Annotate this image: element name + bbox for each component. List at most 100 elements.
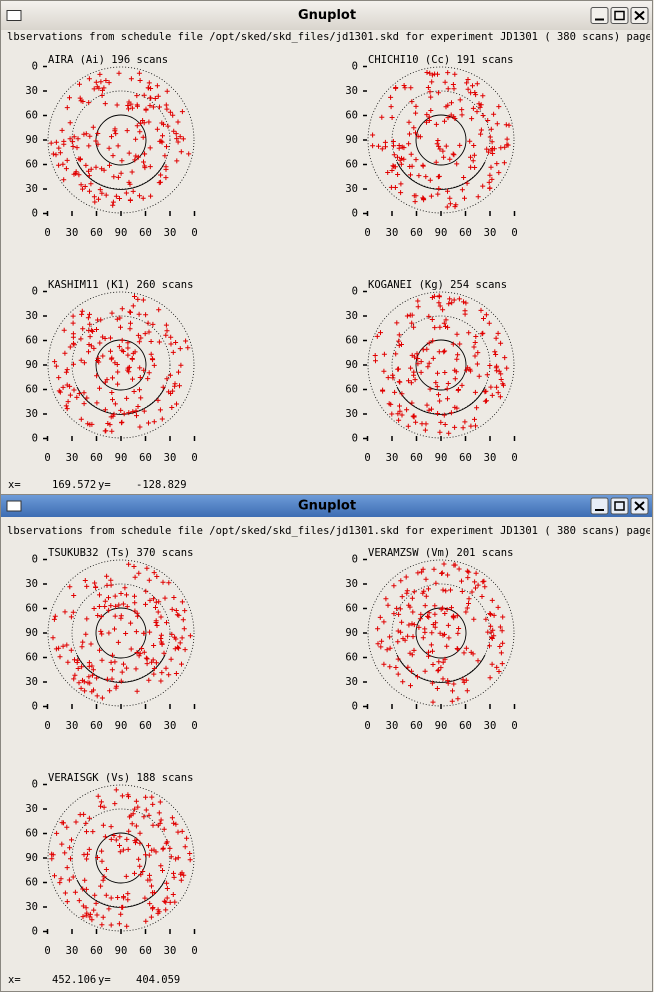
x-tick-label: 90 — [435, 227, 448, 239]
y-tick-label: 0 — [32, 779, 38, 791]
x-tick-label: 30 — [66, 720, 79, 732]
station-label: VERAMZSW (Vm) 201 scans — [368, 547, 513, 559]
x-tick-label: 60 — [139, 945, 152, 957]
y-tick-label: 0 — [32, 208, 38, 220]
x-tick-label: 0 — [191, 227, 197, 239]
x-tick-label: 60 — [139, 452, 152, 464]
x-tick-label: 0 — [44, 227, 50, 239]
elevation-arc — [396, 654, 486, 683]
elevation-ring — [71, 90, 171, 190]
y-tick-label: 0 — [32, 926, 38, 938]
y-tick-label: 60 — [25, 603, 38, 615]
x-tick-label: 90 — [115, 227, 128, 239]
x-tick-label: 30 — [164, 452, 177, 464]
y-tick-label: 30 — [345, 310, 358, 322]
x-tick-label: 60 — [410, 720, 423, 732]
x-tick-label: 90 — [115, 720, 128, 732]
elevation-ring — [391, 90, 491, 190]
y-tick-label: 30 — [345, 408, 358, 420]
y-tick-label: 0 — [352, 208, 358, 220]
x-tick-label: 0 — [511, 227, 517, 239]
observation-markers — [52, 294, 191, 434]
y-tick-label: 0 — [352, 554, 358, 566]
x-tick-label: 90 — [435, 720, 448, 732]
title-bar — [1, 1, 652, 30]
elevation-ring — [71, 315, 171, 415]
station-label: KOGANEI (Kg) 254 scans — [368, 279, 507, 291]
x-tick-label: 0 — [511, 720, 517, 732]
x-tick-label: 60 — [90, 945, 103, 957]
window-frame — [0, 494, 653, 992]
status-x-label: x= — [8, 974, 21, 986]
x-tick-label: 90 — [435, 452, 448, 464]
plot-header: lbservations from schedule file /opt/ske… — [7, 525, 654, 537]
y-tick-label: 30 — [25, 578, 38, 590]
status-y: -128.829 — [136, 479, 187, 491]
y-tick-label: 30 — [25, 183, 38, 195]
y-tick-label: 60 — [25, 110, 38, 122]
y-tick-label: 30 — [345, 578, 358, 590]
observation-markers — [48, 70, 192, 208]
observation-markers — [50, 561, 193, 701]
elevation-arc — [396, 161, 486, 190]
minimize-button[interactable] — [590, 497, 609, 515]
y-tick-label: 90 — [345, 359, 358, 371]
y-tick-label: 0 — [352, 286, 358, 298]
elevation-ring — [415, 339, 467, 391]
title-bar — [1, 495, 652, 517]
status-x: 452.106 — [52, 974, 96, 986]
status-x-label: x= — [8, 479, 21, 491]
x-tick-label: 60 — [410, 227, 423, 239]
observation-markers — [370, 70, 512, 210]
x-tick-label: 90 — [115, 452, 128, 464]
y-tick-label: 30 — [345, 183, 358, 195]
x-tick-label: 30 — [66, 945, 79, 957]
y-tick-label: 0 — [32, 286, 38, 298]
station-label: TSUKUB32 (Ts) 370 scans — [48, 547, 193, 559]
minimize-button[interactable] — [590, 7, 609, 24]
station-label: AIRA (Ai) 196 scans — [48, 54, 168, 66]
x-tick-label: 60 — [90, 452, 103, 464]
y-tick-label: 60 — [345, 384, 358, 396]
x-tick-label: 60 — [139, 227, 152, 239]
y-tick-label: 60 — [345, 603, 358, 615]
elevation-ring — [391, 583, 491, 683]
y-tick-label: 90 — [345, 627, 358, 639]
y-tick-label: 0 — [352, 701, 358, 713]
maximize-button[interactable] — [610, 7, 629, 24]
x-tick-label: 30 — [484, 452, 497, 464]
x-tick-label: 0 — [364, 452, 370, 464]
x-tick-label: 60 — [410, 452, 423, 464]
x-tick-label: 30 — [164, 227, 177, 239]
status-x: 169.572 — [52, 479, 96, 491]
elevation-arc — [396, 386, 486, 415]
elevation-ring — [415, 114, 467, 166]
maximize-button[interactable] — [610, 497, 629, 515]
y-tick-label: 90 — [25, 134, 38, 146]
plot-header: lbservations from schedule file /opt/ske… — [7, 31, 654, 43]
window: Gnuplot lbservations from schedule file /… — [0, 0, 654, 495]
x-tick-label: 30 — [66, 452, 79, 464]
y-tick-label: 60 — [345, 159, 358, 171]
status-y-label: y= — [98, 479, 111, 491]
window-title: Gnuplot — [298, 499, 356, 514]
x-tick-label: 30 — [386, 452, 399, 464]
icon — [634, 501, 645, 511]
y-tick-label: 90 — [345, 134, 358, 146]
x-tick-label: 60 — [139, 720, 152, 732]
x-tick-label: 0 — [191, 720, 197, 732]
y-tick-label: 60 — [345, 335, 358, 347]
x-tick-label: 30 — [386, 227, 399, 239]
y-tick-label: 0 — [352, 433, 358, 445]
elevation-arc — [76, 161, 166, 190]
x-tick-label: 60 — [90, 720, 103, 732]
y-tick-label: 0 — [32, 61, 38, 73]
window-icon — [6, 500, 22, 512]
y-tick-label: 60 — [25, 877, 38, 889]
y-tick-label: 60 — [25, 159, 38, 171]
y-tick-label: 30 — [25, 310, 38, 322]
x-tick-label: 0 — [364, 227, 370, 239]
observation-markers — [49, 787, 193, 929]
